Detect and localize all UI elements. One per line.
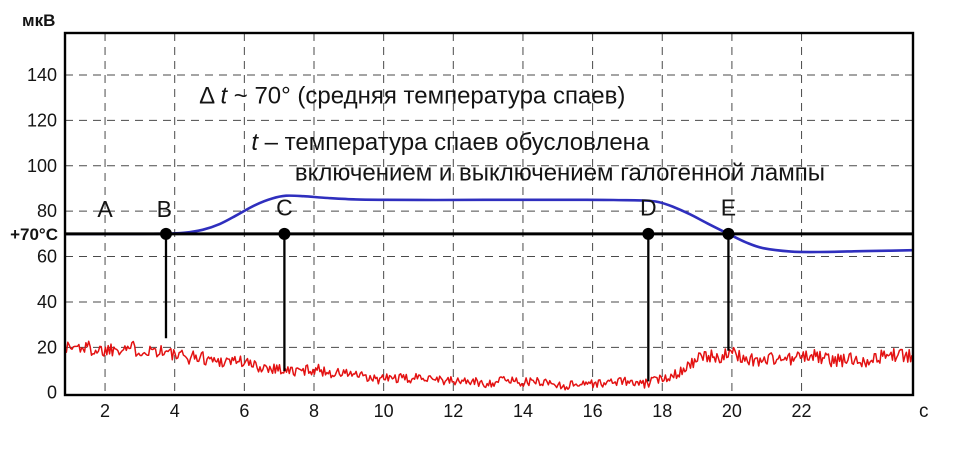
y-tick-label: 140 (27, 65, 57, 85)
y-tick-labels: 0 20 40 60 80 100 120 140 (27, 65, 57, 403)
x-tick-label: 2 (100, 401, 110, 421)
point-label-A: A (97, 196, 113, 222)
y-tick-label: 100 (27, 156, 57, 176)
x-tick-label: 10 (374, 401, 394, 421)
annotation-text-part: включением и выключением галогенной ламп… (295, 160, 825, 187)
marker-dot-E (722, 227, 735, 240)
grid-lines (65, 33, 913, 395)
marker-dot-D (642, 227, 655, 240)
x-tick-label: 6 (239, 401, 249, 421)
y-tick-label: 0 (47, 383, 57, 403)
x-tick-label: 12 (443, 401, 463, 421)
point-labels: A B C D E (97, 195, 736, 222)
annotation-text-part: – температура спаев обусловлена (258, 129, 650, 156)
x-tick-label: 16 (583, 401, 603, 421)
annotations: Δ t ~ 70° (средняя температура спаев)t –… (199, 82, 825, 186)
point-label-D: D (640, 195, 657, 221)
x-tick-label: 20 (722, 401, 742, 421)
raw-signal-trace (65, 340, 913, 391)
x-tick-label: 22 (792, 401, 812, 421)
marker-dot-B (159, 227, 172, 240)
y-tick-label: 120 (27, 110, 57, 130)
point-label-B: B (157, 196, 172, 222)
smoothed-signal-curve (65, 194, 913, 254)
annotation-line-3: включением и выключением галогенной ламп… (295, 160, 825, 187)
annotation-line-2: t – температура спаев обусловлена (251, 129, 650, 156)
annotation-text-part: t (220, 82, 228, 109)
plot-area (65, 33, 913, 395)
y-tick-label: 80 (37, 201, 57, 221)
y-tick-label: 40 (37, 292, 57, 312)
annotation-text-part: Δ (199, 82, 220, 109)
event-markers (159, 227, 735, 382)
annotation-text-part: t (251, 129, 259, 156)
y-axis-unit-label: мкВ (22, 11, 55, 30)
x-tick-label: 4 (170, 401, 180, 421)
x-tick-labels: 2 4 6 8 10 12 14 16 18 20 22 (100, 401, 812, 421)
annotation-text-part: ~ 70° (средняя температура спаев) (227, 82, 625, 109)
point-label-C: C (276, 195, 293, 221)
point-label-E: E (721, 195, 736, 221)
x-tick-label: 8 (309, 401, 319, 421)
y-tick-label: 60 (37, 247, 57, 267)
series-layer (65, 194, 913, 391)
x-tick-label: 14 (513, 401, 533, 421)
reference-line-label: +70°C (10, 225, 58, 244)
y-tick-label: 20 (37, 337, 57, 357)
x-axis-unit-label: с (919, 401, 929, 422)
annotation-line-1: Δ t ~ 70° (средняя температура спаев) (199, 82, 625, 109)
x-tick-label: 18 (652, 401, 672, 421)
plot-border (63, 31, 915, 397)
marker-dot-C (278, 227, 291, 240)
